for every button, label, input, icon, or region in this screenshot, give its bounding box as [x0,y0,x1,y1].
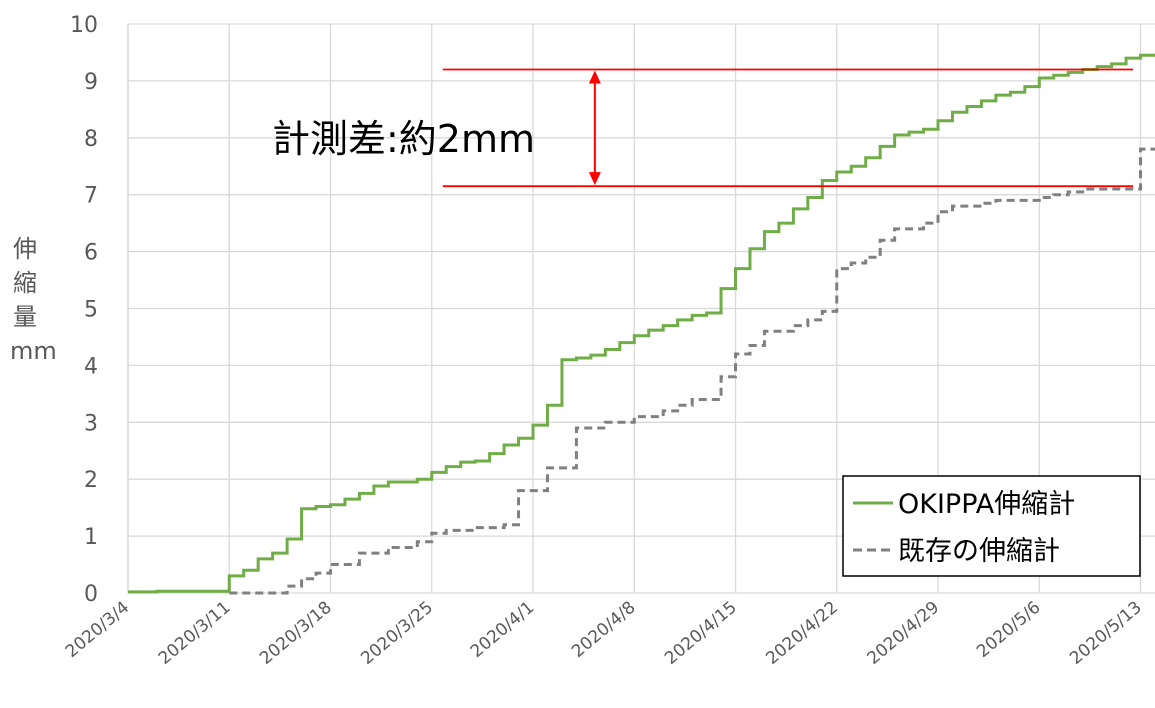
y-axis-label-char: 量 [13,303,37,331]
y-tick-label: 0 [84,582,98,607]
y-tick-label: 3 [84,411,98,436]
x-tick-label: 2020/3/25 [357,598,437,669]
measurement-annotation: 計測差:約2mm [272,68,1134,188]
x-tick-label: 2020/5/6 [973,598,1044,662]
annotation-arrowhead-down [588,172,601,186]
legend-label-okippa: OKIPPA伸縮計 [898,489,1075,520]
x-tick-label: 2020/4/22 [762,598,842,669]
series-okippa-line [128,53,1155,594]
y-tick-label: 5 [84,298,98,323]
legend-box [842,475,1141,577]
y-tick-label: 2 [84,468,98,493]
annotation-text: 計測差:約2mm [272,117,535,161]
x-tick-label: 2020/3/18 [256,598,336,669]
y-tick-label: 6 [84,241,98,266]
x-tick-label: 2020/4/1 [467,598,538,662]
y-tick-label: 10 [70,13,98,38]
y-axis-label: 伸 縮 量 mm [10,232,57,368]
y-tick-label: 8 [84,127,98,152]
annotation-arrowhead-up [588,70,601,84]
x-tick-label: 2020/5/13 [1066,598,1146,669]
y-tick-label: 7 [84,184,98,209]
legend: OKIPPA伸縮計 既存の伸縮計 [842,475,1141,577]
y-tick-label: 4 [84,354,98,379]
x-axis-ticks: 2020/3/4 2020/3/11 2020/3/18 2020/3/25 2020/… [62,598,1146,669]
series-existing-line [229,147,1155,595]
series-lines [128,53,1155,595]
y-axis-label-unit: mm [10,337,57,365]
x-tick-label: 2020/4/8 [568,598,639,662]
y-axis-ticks: 0 1 2 3 4 5 6 7 8 9 10 [70,13,98,607]
y-axis-label-char: 縮 [13,269,37,297]
x-tick-label: 2020/3/4 [62,598,133,662]
x-tick-label: 2020/4/29 [864,598,944,669]
y-tick-label: 9 [84,70,98,95]
y-axis-label-char: 伸 [13,235,37,263]
x-tick-label: 2020/3/11 [155,598,235,669]
y-tick-label: 1 [84,525,98,550]
x-tick-label: 2020/4/15 [661,598,741,669]
legend-label-existing: 既存の伸縮計 [898,536,1060,567]
